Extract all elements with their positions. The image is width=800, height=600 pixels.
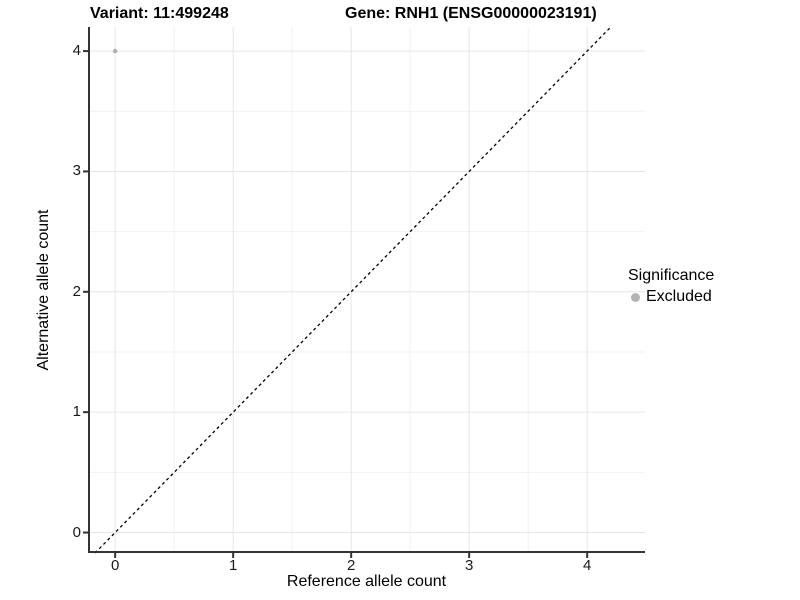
- x-tick-label: 0: [110, 557, 120, 574]
- plot-title-variant: Variant: 11:499248: [90, 5, 229, 22]
- legend-title: Significance: [628, 267, 715, 284]
- y-tick-label: 2: [72, 282, 81, 300]
- y-tick-label: 0: [72, 523, 81, 541]
- x-tick-label: 1: [228, 557, 238, 574]
- y-tick-label: 4: [72, 42, 81, 60]
- x-tick-label: 2: [346, 557, 356, 574]
- x-tick-label: 4: [583, 557, 592, 574]
- chart-canvas: [83, 26, 645, 558]
- legend-point-icon: [631, 292, 640, 302]
- identity-dashed-line: [94, 26, 612, 554]
- y-tick-label: 1: [72, 403, 81, 421]
- data-point: [112, 48, 118, 54]
- legend: Significance Excluded: [628, 266, 714, 306]
- legend-item-label: Excluded: [646, 288, 712, 305]
- plot-title-gene: Gene: RNH1 (ENSG00000023191): [345, 5, 597, 22]
- x-axis-title: Reference allele count: [286, 573, 447, 590]
- y-tick-label: 3: [72, 162, 81, 180]
- x-tick-label: 3: [464, 557, 474, 574]
- legend-item-excluded: Excluded: [628, 288, 714, 306]
- plot-panel: [83, 26, 645, 558]
